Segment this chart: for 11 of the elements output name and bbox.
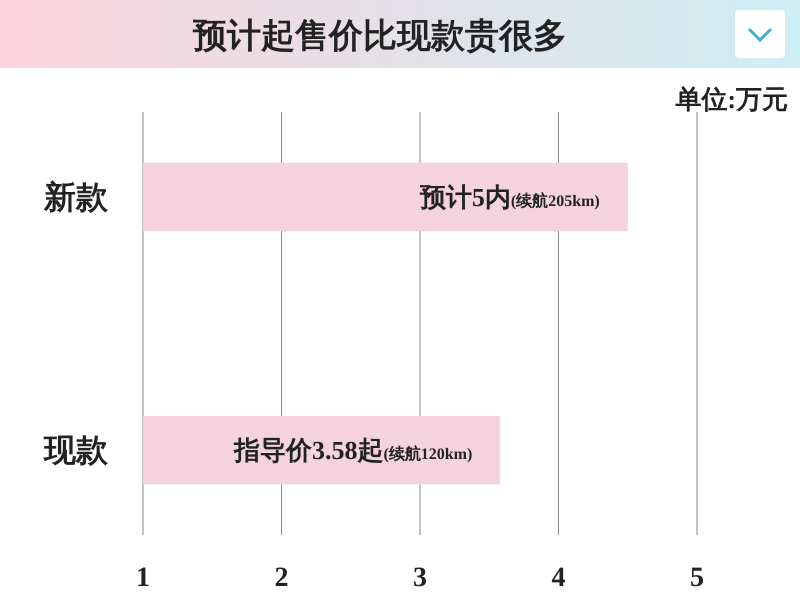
y-tick-label: 新款 <box>43 178 109 215</box>
chart-title: 预计起售价比现款贵很多 <box>192 16 567 56</box>
x-tick-label: 4 <box>552 562 566 593</box>
annotation: 单位:万元 <box>674 85 788 114</box>
y-tick-label: 现款 <box>43 432 109 468</box>
x-tick-label: 5 <box>690 562 704 593</box>
data-label: 指导价3.58起(续航120km) <box>232 436 472 466</box>
x-tick-label: 2 <box>274 562 288 593</box>
x-tick-label: 3 <box>413 562 427 593</box>
x-tick-label: 1 <box>136 562 150 593</box>
data-label: 预计5内(续航205km) <box>418 182 600 212</box>
